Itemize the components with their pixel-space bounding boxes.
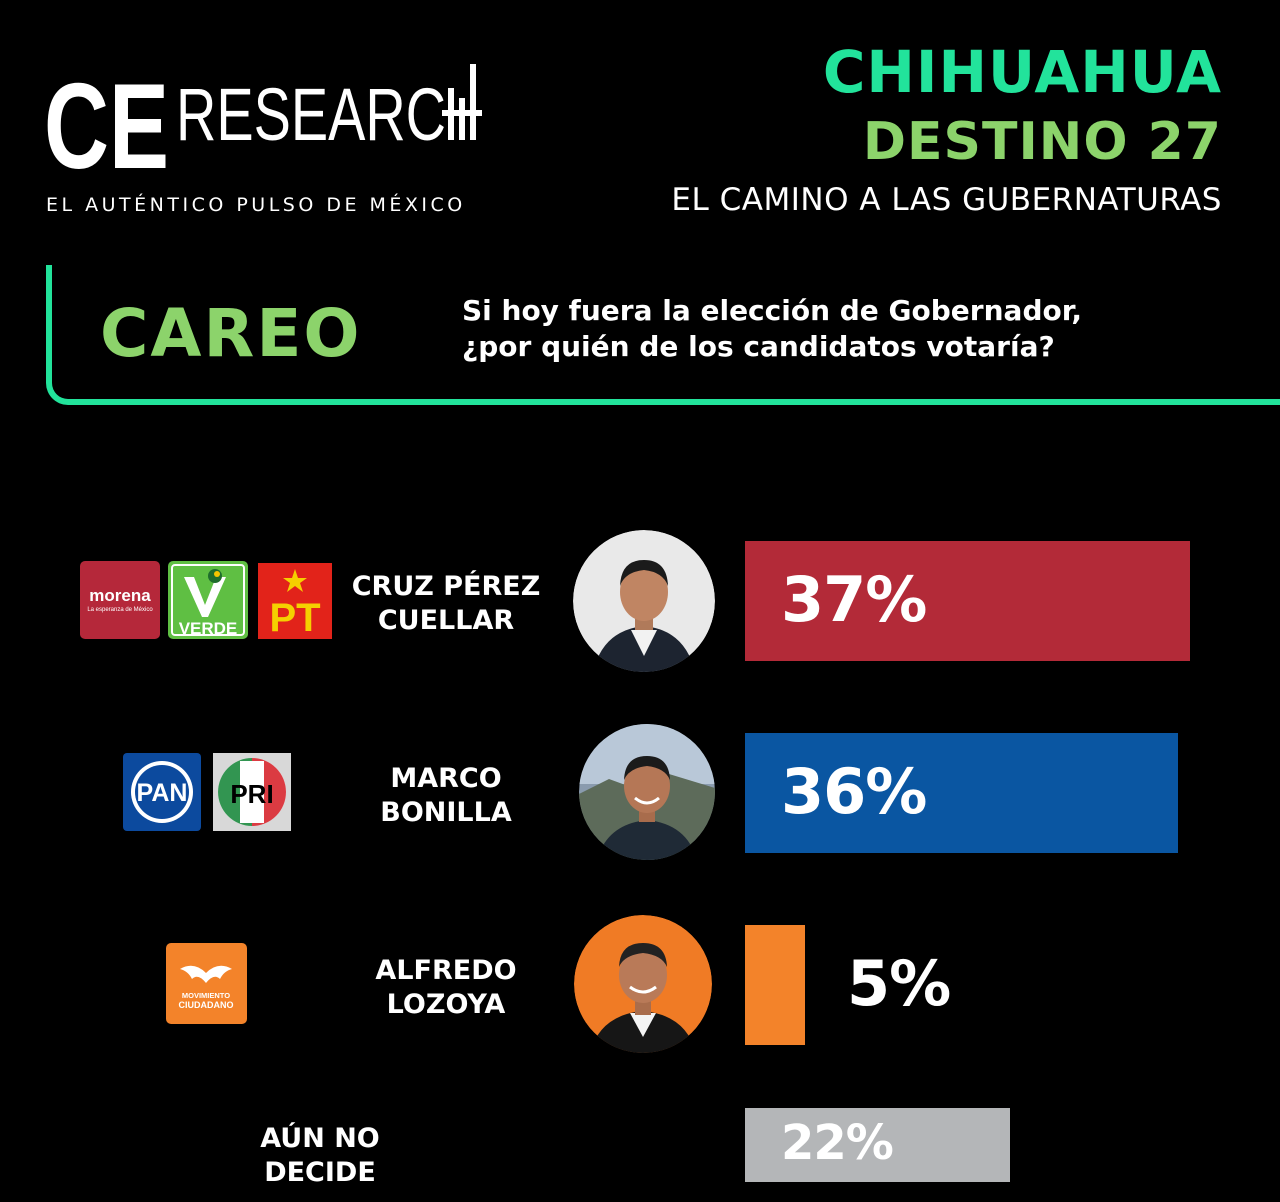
pri-logo: PRI [213,753,291,831]
svg-text:La esperanza de México: La esperanza de México [87,607,153,613]
bar-alfredo [745,925,805,1045]
svg-text:MOVIMIENTO: MOVIMIENTO [182,991,230,1000]
verde-logo: VERDE [168,561,248,639]
candidate-name-cruz: CRUZ PÉREZ CUELLAR [351,571,541,636]
svg-text:PAN: PAN [137,779,188,807]
header-subtitle: EL CAMINO A LAS GUBERNATURAS [671,182,1222,218]
svg-text:CIUDADANO: CIUDADANO [179,1000,234,1010]
bar-value-cruz: 37% [781,562,927,636]
svg-text:RESEARC: RESEARC [176,73,446,156]
question-line-2: ¿por quién de los candidatos votaría? [462,330,1055,363]
pan-logo: PAN [123,753,201,831]
svg-text:morena: morena [89,586,151,605]
candidate-photo-marco [579,724,715,860]
bar-value-undecided: 22% [781,1115,894,1172]
survey-question: Si hoy fuera la elección de Gobernador, … [462,293,1182,365]
svg-text:PT: PT [269,596,320,639]
bar-cruz [745,541,1190,661]
movimiento-ciudadano-logo: MOVIMIENTO CIUDADANO [166,943,247,1024]
section-label: CAREO [100,295,362,372]
bar-undecided [745,1108,1010,1182]
header-destino: DESTINO 27 [862,112,1222,172]
svg-text:PRI: PRI [230,779,273,809]
morena-logo: morena La esperanza de México [80,561,160,639]
header-state: CHIHUAHUA [822,38,1222,106]
ceresearch-logo: CE RESEARC [44,58,482,183]
undecided-label: AÚN NO DECIDE [260,1123,380,1188]
question-frame [46,265,1280,405]
candidate-name-alfredo: ALFREDO LOZOYA [375,955,517,1020]
candidate-name-marco: MARCO BONILLA [380,763,512,828]
candidate-photo-alfredo [574,915,712,1053]
bar-value-alfredo: 5% [847,946,951,1020]
svg-text:VERDE: VERDE [179,619,238,638]
logo-tagline: EL AUTÉNTICO PULSO DE MÉXICO [46,194,466,216]
candidate-photo-cruz [573,530,715,672]
bar-marco [745,733,1178,853]
svg-text:CE: CE [44,58,169,183]
bar-value-marco: 36% [781,754,927,828]
question-line-1: Si hoy fuera la elección de Gobernador, [462,294,1083,327]
pt-logo: PT [258,563,332,639]
